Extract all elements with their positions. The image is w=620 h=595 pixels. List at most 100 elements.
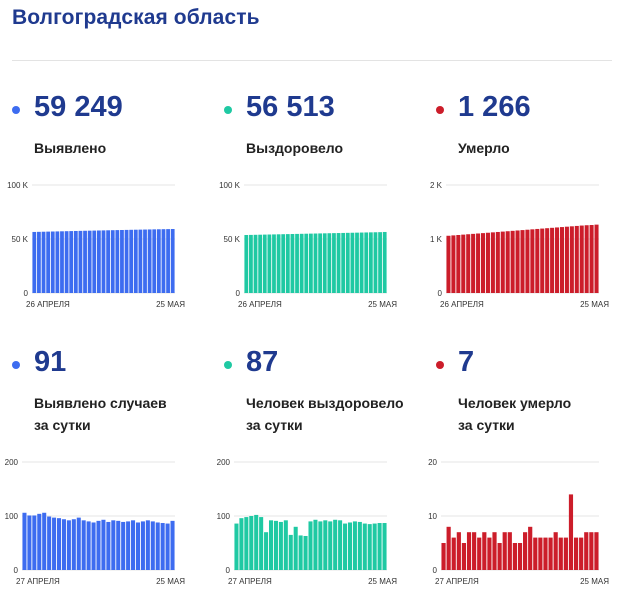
bar — [461, 543, 467, 570]
y-tick-label: 0 — [433, 566, 438, 575]
bar — [60, 231, 64, 293]
bar — [110, 230, 115, 293]
y-tick-label: 100 K — [219, 181, 241, 190]
bar — [264, 532, 269, 570]
bar — [313, 519, 318, 570]
bar — [318, 233, 323, 293]
bar — [313, 233, 318, 293]
bar — [451, 235, 456, 293]
bar — [111, 520, 116, 570]
bar — [42, 512, 47, 570]
x-end-label: 25 МАЯ — [580, 577, 609, 586]
bar — [555, 227, 560, 293]
y-tick-label: 2 K — [430, 181, 443, 190]
bar — [249, 516, 254, 570]
bar — [378, 232, 382, 293]
bar — [290, 234, 295, 293]
bar — [477, 537, 482, 570]
bar — [327, 233, 332, 293]
bar — [382, 523, 387, 570]
bar — [472, 532, 477, 570]
stat-value: 91 — [34, 346, 67, 378]
y-tick-label: 50 K — [224, 235, 241, 244]
bar-chart: 0 100 200 27 АПРЕЛЯ 25 МАЯ — [217, 458, 398, 586]
bar — [73, 230, 78, 293]
bar — [272, 234, 276, 293]
bar — [165, 523, 170, 570]
bar — [120, 229, 124, 293]
bar — [480, 233, 486, 293]
bar — [160, 523, 165, 570]
stat-dot-icon — [12, 361, 20, 369]
bar — [46, 231, 51, 293]
bar — [81, 520, 86, 570]
bar — [341, 232, 346, 293]
bar — [328, 521, 333, 570]
bar — [563, 537, 568, 570]
bar — [244, 517, 249, 570]
bar — [268, 520, 274, 570]
bar — [249, 234, 253, 293]
bar-chart: 0 10 20 27 АПРЕЛЯ 25 МАЯ — [428, 458, 609, 586]
bar — [69, 231, 74, 293]
y-tick-label: 200 — [5, 458, 19, 467]
bar — [373, 232, 378, 293]
bar — [589, 225, 594, 293]
bar — [364, 232, 369, 293]
x-start-label: 26 АПРЕЛЯ — [238, 300, 282, 309]
bar — [352, 521, 357, 570]
bar — [259, 517, 264, 570]
bar — [568, 494, 574, 570]
bar — [466, 234, 471, 293]
bar — [584, 532, 589, 570]
bar — [336, 233, 341, 293]
bar — [170, 229, 175, 293]
bar — [538, 537, 543, 570]
y-tick-label: 20 — [428, 458, 437, 467]
bar — [343, 523, 348, 570]
bar — [482, 532, 487, 570]
bar — [502, 532, 507, 570]
bar — [318, 521, 323, 570]
bar — [490, 232, 495, 293]
bar — [150, 521, 155, 570]
stat-value: 56 513 — [246, 91, 335, 123]
stat-label: Выявлено — [34, 140, 107, 156]
bar — [234, 523, 239, 570]
bar — [267, 234, 272, 293]
bar — [106, 521, 111, 570]
bar — [441, 543, 446, 570]
bar-chart: 0 100 200 27 АПРЕЛЯ 25 МАЯ — [5, 458, 186, 586]
bar — [512, 543, 517, 570]
bar — [347, 522, 353, 570]
bar — [37, 231, 41, 293]
stat-value: 7 — [458, 346, 475, 378]
x-end-label: 25 МАЯ — [156, 577, 185, 586]
bar — [253, 234, 258, 293]
bar — [322, 233, 327, 293]
x-start-label: 27 АПРЕЛЯ — [16, 577, 60, 586]
stat-value: 1 266 — [458, 91, 531, 123]
bar — [76, 517, 81, 570]
bar — [96, 520, 101, 570]
bar — [37, 513, 42, 570]
bar — [32, 231, 37, 293]
bar — [487, 537, 492, 570]
bar — [262, 234, 267, 293]
bar — [573, 537, 579, 570]
bar — [350, 232, 355, 293]
bar — [545, 228, 550, 293]
bar — [579, 225, 584, 293]
bar — [377, 523, 382, 570]
bar — [27, 515, 32, 570]
bar — [368, 232, 373, 293]
x-start-label: 26 АПРЕЛЯ — [440, 300, 484, 309]
bar — [239, 518, 244, 570]
bar — [495, 231, 500, 293]
bar — [78, 230, 83, 293]
bar — [295, 233, 299, 293]
bar — [446, 235, 451, 293]
bar — [492, 532, 497, 570]
stat-label: Человек умерло — [458, 395, 572, 411]
bar — [55, 231, 60, 293]
